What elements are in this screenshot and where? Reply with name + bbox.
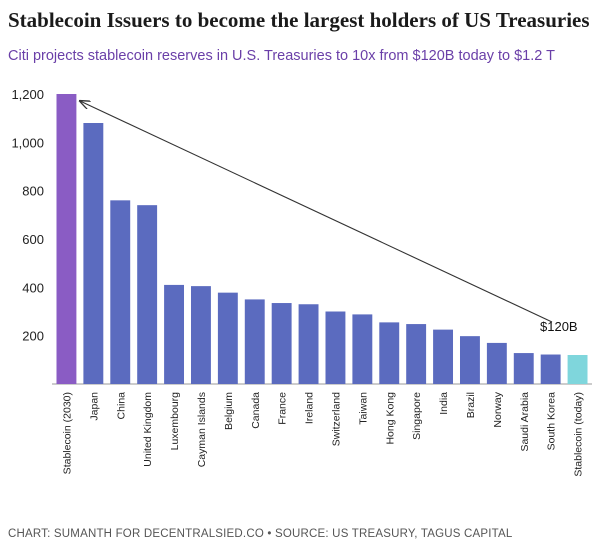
x-tick-label: Cayman Islands [196, 392, 208, 467]
bar [56, 94, 77, 384]
x-tick-label: Belgium [223, 392, 235, 430]
x-tick-label: Switzerland [330, 392, 342, 446]
bar [190, 286, 211, 384]
bar [83, 123, 104, 384]
bar [567, 355, 588, 384]
x-tick-label: France [277, 392, 289, 425]
y-tick-label: 800 [22, 184, 44, 199]
x-tick-label: China [115, 392, 127, 420]
x-tick-label: Canada [250, 392, 262, 429]
bar [164, 284, 185, 384]
x-tick-label: Singapore [411, 392, 423, 440]
bar [406, 324, 427, 384]
bar [298, 304, 319, 384]
x-tick-label: Ireland [304, 392, 316, 424]
bar [379, 322, 400, 384]
bar [217, 292, 238, 384]
bar [540, 354, 561, 384]
annotation: $120B [540, 319, 578, 334]
y-tick-label: 200 [22, 329, 44, 344]
chart-subtitle: Citi projects stablecoin reserves in U.S… [8, 48, 555, 64]
arrow [80, 101, 553, 323]
bar [325, 311, 346, 384]
x-tick-label: South Korea [546, 392, 558, 451]
bar [433, 329, 454, 384]
x-tick-label: Luxembourg [169, 392, 181, 451]
bar [244, 299, 265, 384]
x-tick-label: Saudi Arabia [519, 392, 531, 452]
x-tick-label: Brazil [465, 392, 477, 418]
x-tick-label: Norway [492, 391, 504, 427]
x-tick-label: India [438, 392, 450, 415]
x-tick-label: Hong Kong [384, 392, 396, 445]
y-tick-label: 1,200 [11, 87, 44, 102]
chart-title: Stablecoin Issuers to become the largest… [8, 8, 590, 32]
y-tick-label: 1,000 [11, 135, 44, 150]
x-tick-label: United Kingdom [142, 392, 154, 467]
x-tick-label: Japan [88, 392, 100, 421]
bar [513, 353, 534, 384]
footer: CHART: SUMANTH FOR DECENTRALSIED.CO • SO… [8, 528, 513, 540]
y-tick-label: 400 [22, 280, 44, 295]
bar [137, 205, 158, 384]
bar [459, 336, 480, 384]
bar [110, 200, 131, 384]
x-tick-label: Stablecoin (today) [573, 392, 585, 477]
y-tick-label: 600 [22, 232, 44, 247]
x-tick-label: Stablecoin (2030) [61, 392, 73, 474]
bar [486, 342, 507, 384]
x-tick-label: Taiwan [357, 392, 369, 425]
bar [352, 314, 373, 384]
bar [271, 303, 292, 384]
